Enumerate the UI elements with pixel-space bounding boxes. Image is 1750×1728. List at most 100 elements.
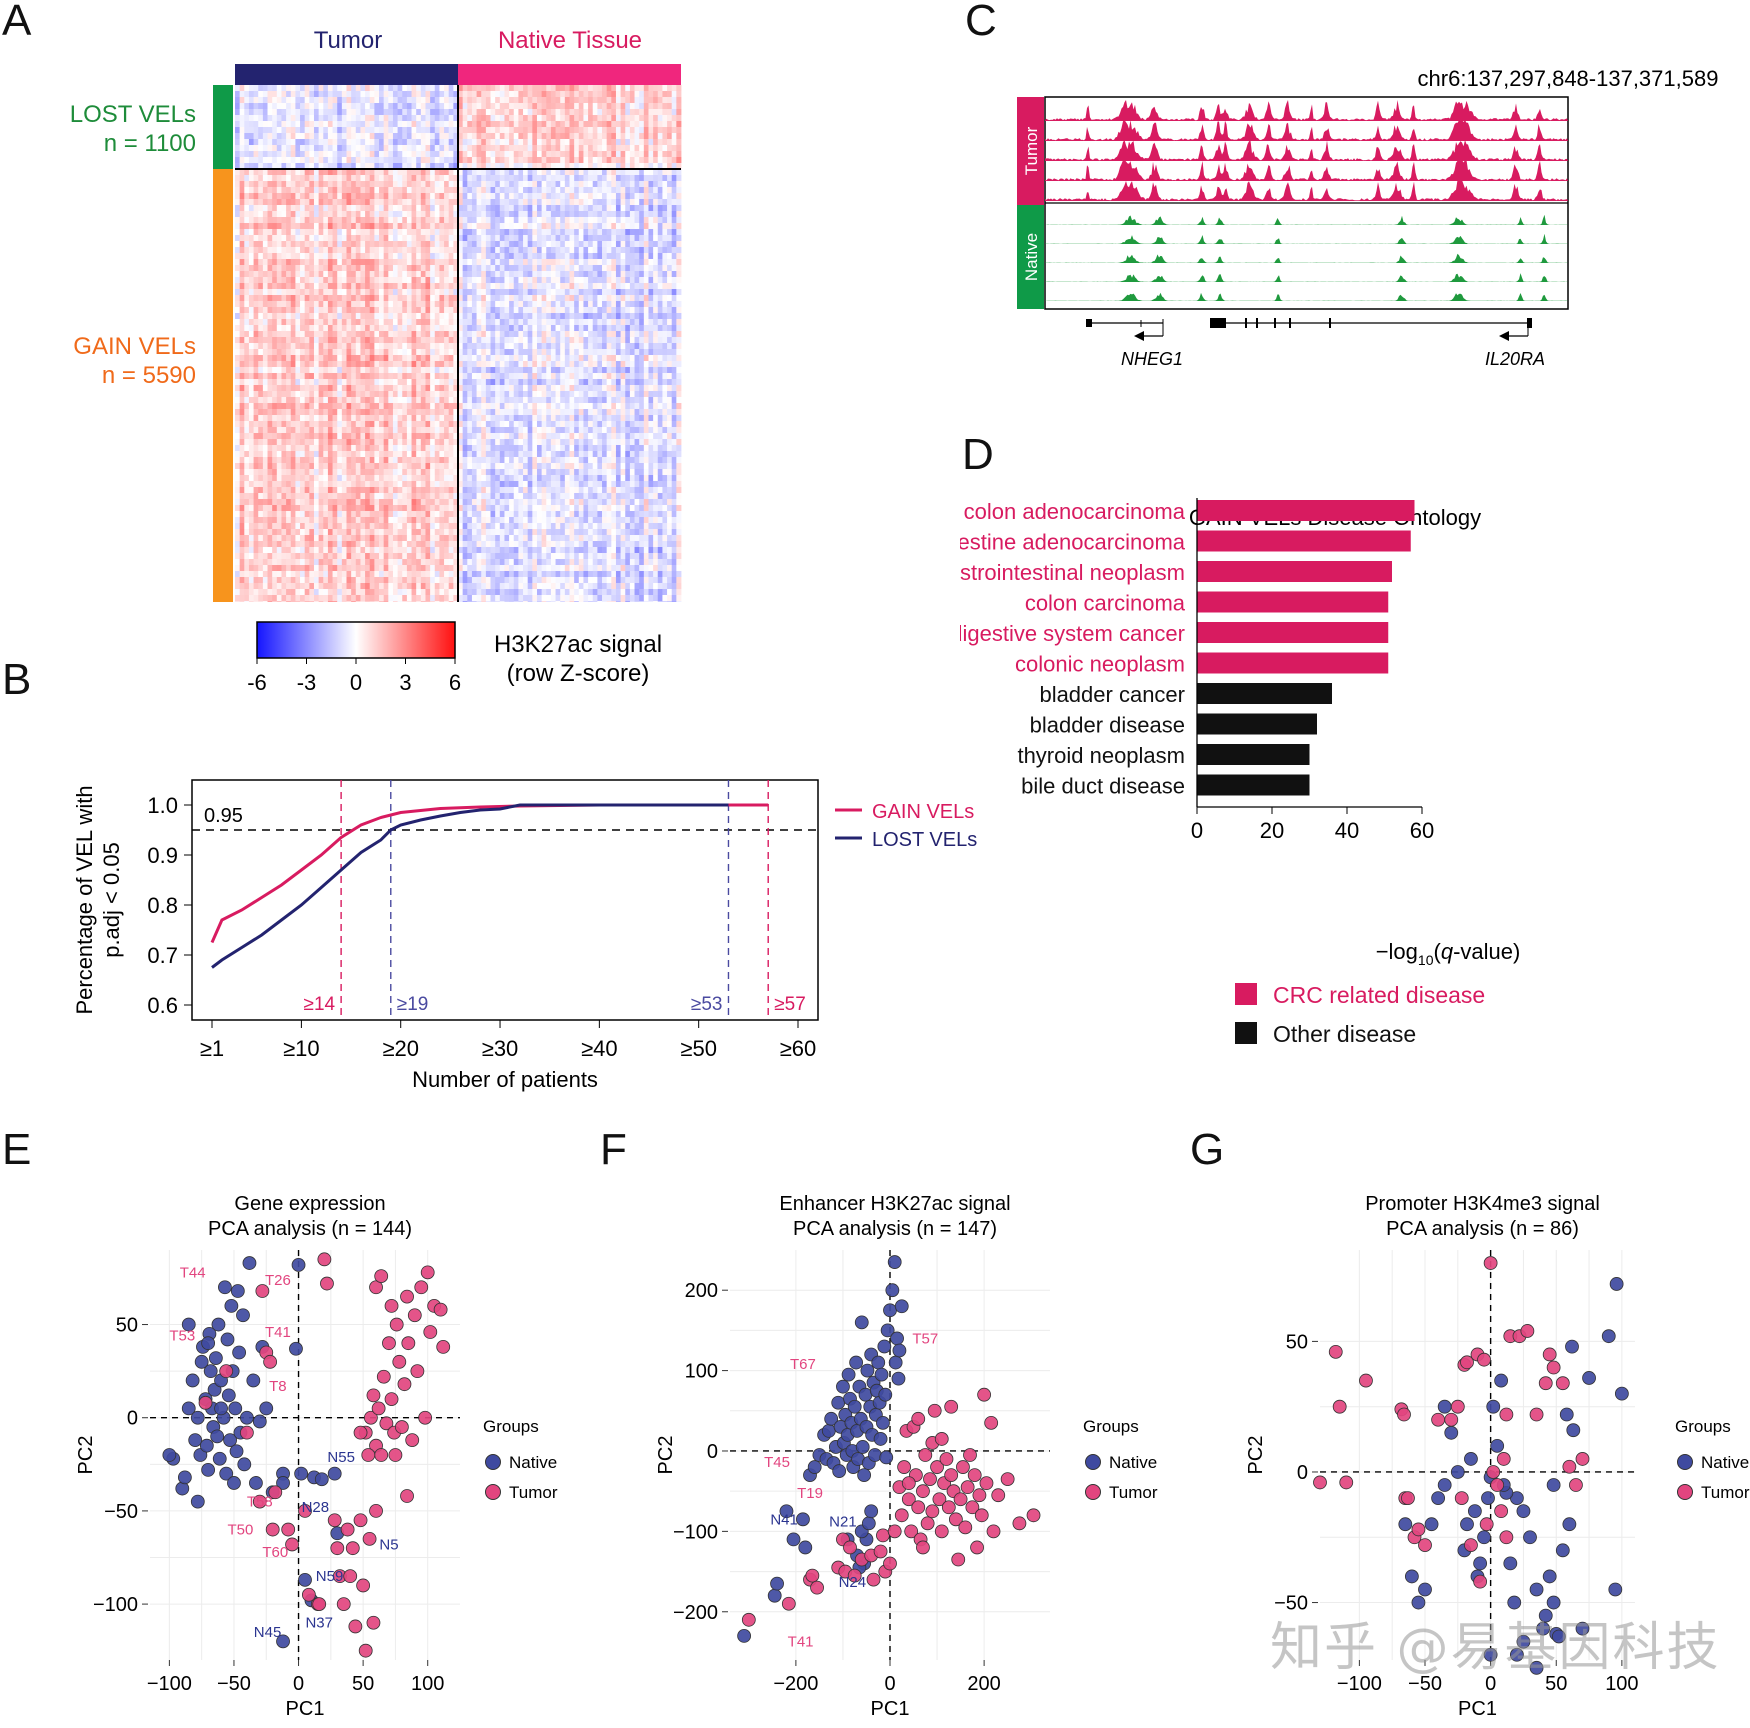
heatmap-cell: [281, 217, 287, 223]
heatmap-cell: [499, 295, 505, 301]
heatmap-cell: [541, 391, 547, 397]
heatmap-cell: [518, 385, 524, 391]
heatmap-cell: [286, 367, 292, 373]
heatmap-cell: [569, 373, 575, 379]
heatmap-cell: [532, 199, 538, 205]
heatmap-cell: [304, 307, 310, 313]
heatmap-cell: [383, 259, 389, 265]
heatmap-cell: [476, 211, 482, 217]
heatmap-cell: [662, 187, 668, 193]
heatmap-cell: [588, 199, 594, 205]
heatmap-cell: [379, 313, 385, 319]
heatmap-cell: [629, 319, 635, 325]
heatmap-cell: [671, 349, 677, 355]
heatmap-cell: [588, 157, 594, 163]
heatmap-cell: [313, 283, 320, 289]
heatmap-cell: [434, 253, 440, 259]
heatmap-cell: [411, 361, 417, 367]
heatmap-cell: [458, 259, 464, 265]
heatmap-cell: [458, 253, 464, 259]
heatmap-cell: [578, 157, 584, 163]
heatmap-cell: [258, 253, 264, 259]
heatmap-cell: [439, 145, 445, 151]
heatmap-cell: [430, 247, 436, 253]
heatmap-cell: [499, 211, 505, 217]
heatmap-cell: [509, 373, 515, 379]
heatmap-cell: [392, 187, 399, 193]
heatmap-cell: [634, 259, 640, 265]
heatmap-cell: [602, 313, 608, 319]
heatmap-cell: [351, 133, 357, 139]
heatmap-cell: [509, 301, 515, 307]
heatmap-cell: [532, 121, 538, 127]
heatmap-cell: [267, 307, 273, 313]
heatmap-cell: [495, 187, 501, 193]
heatmap-cell: [639, 313, 645, 319]
heatmap-cell: [313, 145, 320, 151]
heatmap-cell: [397, 229, 403, 235]
heatmap-cell: [392, 331, 399, 337]
heatmap-cell: [337, 169, 343, 175]
heatmap-cell: [523, 199, 529, 205]
heatmap-cell: [300, 97, 306, 103]
heatmap-cell: [253, 271, 259, 277]
heatmap-cell: [583, 361, 589, 367]
heatmap-cell: [495, 349, 501, 355]
heatmap-cell: [527, 337, 533, 343]
heatmap-cell: [304, 163, 310, 169]
heatmap-cell: [592, 277, 598, 283]
heatmap-cell: [648, 97, 654, 103]
heatmap-cell: [504, 133, 510, 139]
heatmap-cell: [244, 145, 250, 151]
heatmap-cell: [615, 331, 622, 337]
heatmap-cell: [439, 283, 445, 289]
heatmap-cell: [541, 109, 547, 115]
heatmap-cell: [662, 343, 668, 349]
heatmap-cell: [555, 319, 561, 325]
heatmap-cell: [495, 109, 501, 115]
heatmap-cell: [337, 229, 343, 235]
heatmap-cell: [439, 175, 445, 181]
heatmap-cell: [560, 127, 566, 133]
heatmap-cell: [425, 121, 431, 127]
heatmap-cell: [509, 91, 515, 97]
heatmap-cell: [369, 385, 375, 391]
heatmap-cell: [569, 175, 575, 181]
heatmap-cell: [304, 103, 310, 109]
heatmap-cell: [235, 379, 241, 385]
heatmap-cell: [611, 169, 617, 175]
heatmap-cell: [323, 277, 329, 283]
heatmap-cell: [513, 385, 519, 391]
heatmap-cell: [462, 97, 468, 103]
heatmap-cell: [434, 325, 440, 331]
heatmap-cell: [453, 121, 459, 127]
heatmap-cell: [495, 121, 501, 127]
heatmap-cell: [564, 319, 570, 325]
heatmap-cell: [355, 373, 361, 379]
heatmap-cell: [258, 373, 264, 379]
heatmap-cell: [272, 247, 278, 253]
heatmap-cell: [495, 175, 501, 181]
heatmap-cell: [411, 235, 417, 241]
heatmap-cell: [523, 151, 529, 157]
heatmap-cell: [346, 151, 352, 157]
heatmap-cell: [248, 109, 254, 115]
heatmap-cell: [248, 205, 254, 211]
heatmap-cell: [481, 343, 487, 349]
heatmap-cell: [648, 331, 654, 337]
heatmap-cell: [244, 271, 250, 277]
heatmap-cell: [639, 319, 645, 325]
heatmap-cell: [351, 157, 357, 163]
heatmap-cell: [471, 295, 477, 301]
heatmap-cell: [406, 85, 412, 91]
heatmap-cell: [444, 349, 450, 355]
heatmap-cell: [258, 115, 264, 121]
heatmap-cell: [444, 103, 450, 109]
heatmap-cell: [346, 103, 352, 109]
heatmap-cell: [276, 259, 282, 265]
heatmap-cell: [253, 145, 259, 151]
heatmap-cell: [355, 139, 361, 145]
heatmap-cell: [639, 235, 645, 241]
heatmap-cell: [643, 379, 649, 385]
heatmap-cell: [676, 379, 682, 385]
